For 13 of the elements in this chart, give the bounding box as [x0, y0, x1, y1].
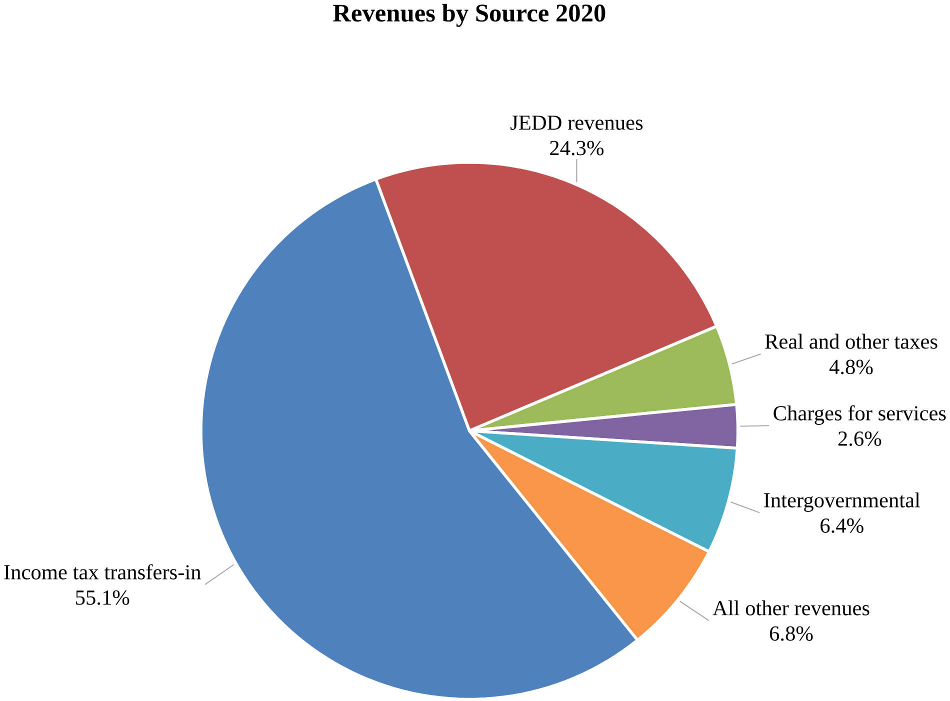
slice-label: Charges for services [774, 405, 946, 426]
slice-label: Intergovernmental [764, 492, 920, 512]
slice-label: JEDD revenues [510, 116, 643, 130]
chart-title: Revenues by Source 2020 [333, 4, 606, 28]
data-label: 6.8% [770, 626, 813, 641]
data-label: 6.4% [820, 518, 864, 534]
slice-label: Income tax transfers-in [4, 564, 201, 580]
slice-label: All other revenues [712, 600, 870, 616]
data-label: 4.8% [829, 360, 873, 374]
data-label: 2.6% [838, 432, 882, 446]
data-label: 55.1% [76, 590, 130, 606]
slice-label: Real and other taxes [765, 334, 938, 349]
data-label: 24.3% [550, 140, 604, 156]
